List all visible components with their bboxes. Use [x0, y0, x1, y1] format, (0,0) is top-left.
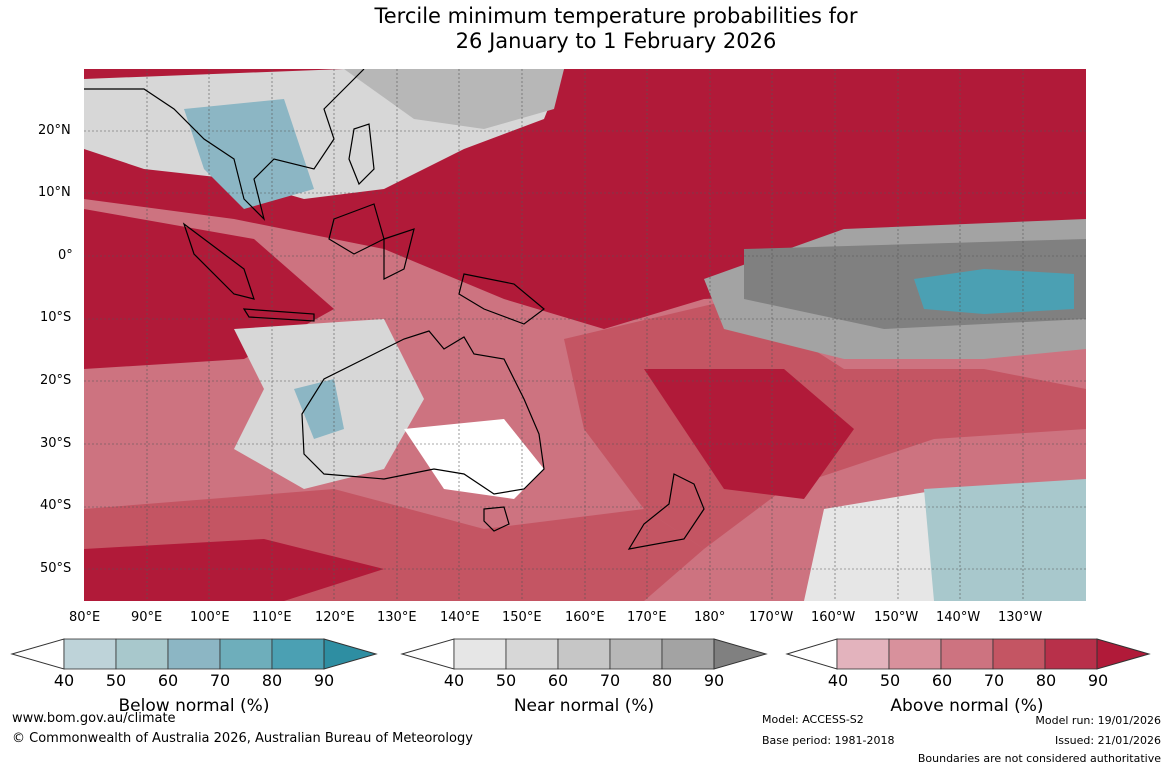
near-normal-colorbar-graphic [400, 638, 768, 670]
above-tick-70: 70 [983, 671, 1005, 690]
near-normal-colorbar [400, 637, 770, 671]
near-tick-40: 40 [443, 671, 465, 690]
southern-strong-above-region [84, 539, 384, 601]
sumatra-coastline [182, 222, 255, 300]
lat-label-20n: 20°N [38, 123, 71, 138]
above-tick-50: 50 [879, 671, 901, 690]
south-east-pacific-below-region [924, 479, 1086, 601]
coral-sea-above-region [644, 369, 854, 499]
lon-label-170w: 170°W [749, 610, 794, 625]
new-guinea-coastline [458, 273, 545, 325]
above-tick-60: 60 [931, 671, 953, 690]
borneo-coastline [328, 203, 385, 255]
issued-date: Issued: 21/01/2026 [1054, 734, 1161, 747]
lon-label-170e: 170°E [627, 610, 667, 625]
copyright-text: © Commonwealth of Australia 2026, Austra… [12, 731, 473, 746]
boundaries-disclaimer: Boundaries are not considered authoritat… [917, 752, 1161, 765]
above-normal-label: Above normal (%) [890, 696, 1044, 716]
near-normal-label: Near normal (%) [513, 696, 655, 716]
lat-label-10n: 10°N [38, 185, 71, 200]
lon-label-130e: 130°E [377, 610, 417, 625]
below-normal-label: Below normal (%) [118, 696, 270, 716]
sulawesi-coastline [383, 228, 415, 280]
below-tick-40: 40 [53, 671, 75, 690]
base-period: Base period: 1981-2018 [762, 734, 895, 747]
lon-label-150w: 150°W [874, 610, 919, 625]
java-coastline [242, 308, 315, 322]
new-zealand-coastline [627, 473, 705, 550]
near-tick-60: 60 [547, 671, 569, 690]
near-tick-90: 90 [703, 671, 725, 690]
near-tick-70: 70 [599, 671, 621, 690]
lon-label-100e: 100°E [190, 610, 230, 625]
probability-map [84, 69, 1086, 601]
lon-label-90e: 90°E [131, 610, 163, 625]
western-australia-below-patch [294, 379, 344, 439]
model-run-date: Model run: 19/01/2026 [1035, 714, 1161, 727]
website-link[interactable]: www.bom.gov.au/climate [12, 711, 176, 726]
australia-coastline [301, 330, 545, 495]
below-tick-90: 90 [313, 671, 335, 690]
below-tick-80: 80 [261, 671, 283, 690]
tasmania-coastline [483, 506, 510, 532]
lon-label-110e: 110°E [252, 610, 292, 625]
coastlines [84, 69, 705, 550]
lon-label-80e: 80°E [69, 610, 101, 625]
map-canvas [84, 69, 1086, 601]
map-graticule [84, 69, 1086, 601]
above-tick-40: 40 [827, 671, 849, 690]
title-line-1: Tercile minimum temperature probabilitie… [374, 4, 858, 28]
lon-label-160e: 160°E [565, 610, 605, 625]
lat-label-20s: 20°S [40, 373, 72, 388]
asia-coastline [84, 69, 365, 221]
near-tick-50: 50 [495, 671, 517, 690]
above-tick-80: 80 [1035, 671, 1057, 690]
indochina-below-region [184, 99, 314, 209]
china-near-normal-region [344, 69, 564, 129]
lon-label-120e: 120°E [315, 610, 355, 625]
lon-label-130w: 130°W [998, 610, 1043, 625]
near-tick-80: 80 [651, 671, 673, 690]
lon-label-140e: 140°E [440, 610, 480, 625]
title-line-2: 26 January to 1 February 2026 [455, 29, 777, 53]
lat-label-50s: 50°S [40, 561, 72, 576]
above-normal-colorbar [785, 637, 1155, 671]
equatorial-pacific-below-patch [914, 269, 1074, 314]
below-normal-colorbar-graphic [10, 638, 378, 670]
lat-label-30s: 30°S [40, 436, 72, 451]
australia-interior-low-probability-region [404, 419, 544, 499]
below-tick-70: 70 [209, 671, 231, 690]
lat-label-40s: 40°S [40, 498, 72, 513]
philippines-coastline [348, 123, 375, 186]
lat-label-10s: 10°S [40, 310, 72, 325]
lon-label-180: 180° [694, 610, 726, 625]
lon-label-160w: 160°W [811, 610, 856, 625]
above-normal-colorbar-graphic [785, 638, 1151, 670]
lat-label-0: 0° [58, 248, 73, 263]
model-name: Model: ACCESS-S2 [762, 713, 864, 726]
below-normal-colorbar [10, 637, 380, 671]
below-tick-50: 50 [105, 671, 127, 690]
below-tick-60: 60 [157, 671, 179, 690]
map-title: Tercile minimum temperature probabilitie… [0, 4, 1173, 54]
above-tick-90: 90 [1087, 671, 1109, 690]
lon-label-140w: 140°W [936, 610, 981, 625]
lon-label-150e: 150°E [502, 610, 542, 625]
